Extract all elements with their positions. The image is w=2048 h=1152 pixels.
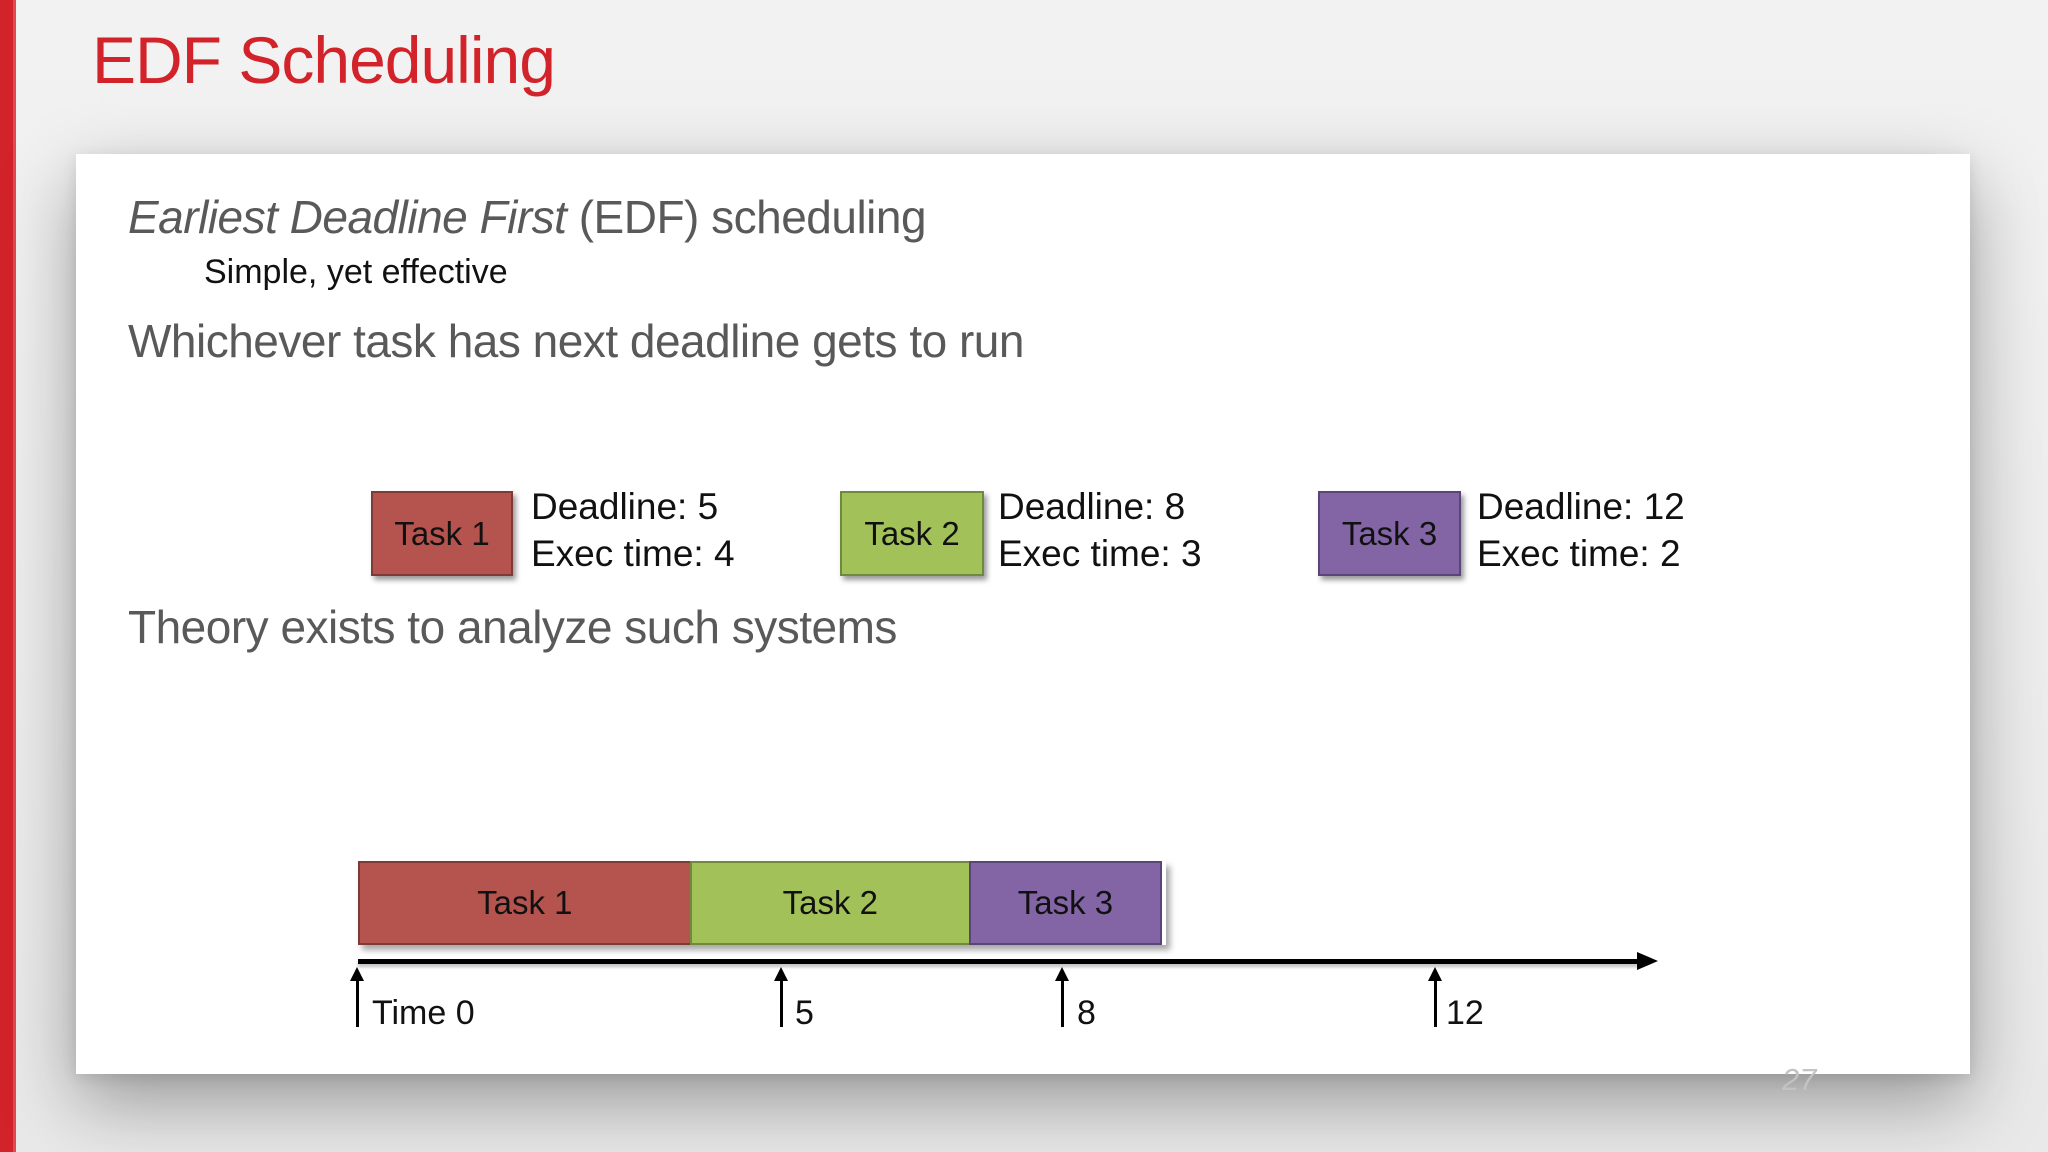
task2-deadline: Deadline: 8	[998, 486, 1186, 527]
task3-label: Task 3	[1341, 514, 1438, 552]
schedule-bar-task2-label: Task 2	[782, 884, 878, 921]
task1-deadline: Deadline: 5	[531, 486, 719, 527]
tick-label-time0: Time 0	[372, 994, 475, 1032]
content-panel: Earliest Deadline First (EDF) scheduling…	[76, 154, 1970, 1074]
left-accent-bar	[0, 0, 16, 1152]
subheading: Simple, yet effective	[204, 253, 508, 291]
tick-arrow-12	[1428, 967, 1442, 1027]
schedule-bar-task2: Task 2	[689, 861, 971, 945]
task2-label: Task 2	[864, 514, 960, 552]
heading-italic-part: Earliest Deadline First	[128, 191, 567, 243]
tick-label-5: 5	[795, 994, 814, 1032]
tick-arrow-5	[774, 967, 788, 1027]
slide-title: EDF Scheduling	[92, 23, 556, 97]
tick-arrow-8	[1055, 967, 1069, 1027]
task1-label: Task 1	[394, 514, 490, 552]
schedule-bar-task1: Task 1	[358, 861, 692, 945]
task3-legend-box: Task 3	[1318, 491, 1461, 576]
tick-label-12: 12	[1446, 994, 1484, 1032]
statement-theory: Theory exists to analyze such systems	[128, 601, 897, 653]
statement-whichever: Whichever task has next deadline gets to…	[128, 315, 1024, 367]
tick-label-8: 8	[1077, 994, 1096, 1032]
schedule-bar-task3: Task 3	[968, 861, 1162, 945]
time-axis-arrow	[358, 952, 1658, 970]
task2-info: Deadline: 8 Exec time: 3	[998, 484, 1202, 578]
task1-info: Deadline: 5 Exec time: 4	[531, 484, 735, 578]
schedule-bars: Task 1 Task 2 Task 3	[358, 861, 1166, 945]
tick-arrow-time0	[350, 967, 364, 1027]
schedule-bar-task1-label: Task 1	[477, 884, 573, 921]
task3-exec-time: Exec time: 2	[1477, 532, 1681, 574]
heading: Earliest Deadline First (EDF) scheduling	[128, 190, 927, 244]
task2-exec-time: Exec time: 3	[998, 532, 1202, 574]
task3-deadline: Deadline: 12	[1477, 486, 1685, 527]
page-number: 27	[1782, 1062, 1817, 1097]
schedule-bar-task3-label: Task 3	[1017, 884, 1114, 921]
task1-legend-box: Task 1	[371, 491, 513, 576]
task1-exec-time: Exec time: 4	[531, 532, 735, 574]
heading-rest-part: (EDF) scheduling	[566, 191, 927, 243]
task3-info: Deadline: 12 Exec time: 2	[1477, 484, 1685, 578]
task2-legend-box: Task 2	[840, 491, 984, 576]
